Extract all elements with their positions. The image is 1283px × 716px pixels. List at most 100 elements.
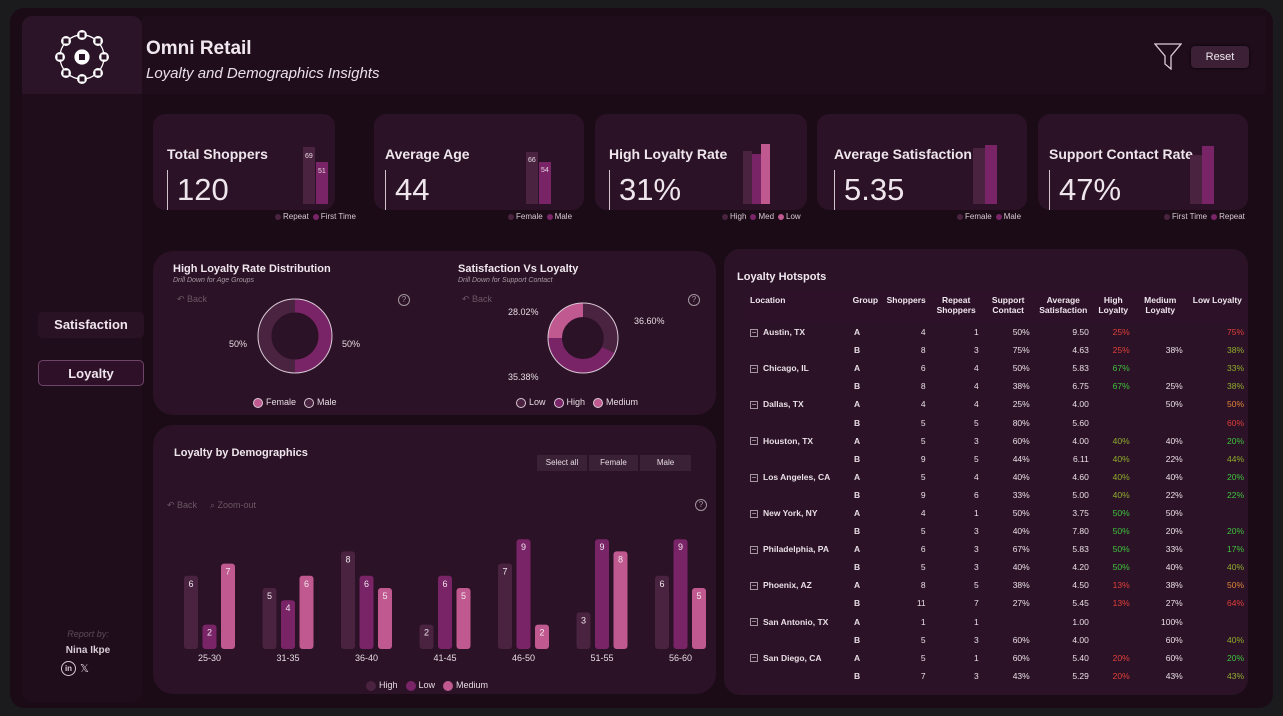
donut1-chart[interactable]: [255, 296, 335, 376]
bar-high-31-35[interactable]: [262, 588, 277, 649]
cell-support: 50%: [1012, 327, 1030, 338]
collapse-icon[interactable]: −: [750, 436, 758, 446]
bar-medium-56-60[interactable]: [692, 588, 706, 649]
table-row[interactable]: B 9 5 44% 6.11 40% 22% 44%: [746, 450, 1248, 468]
bar-low-46-50[interactable]: [516, 539, 531, 649]
cell-location[interactable]: − Philadelphia, PA: [746, 540, 848, 558]
cell-satisfaction: 5.45: [1072, 598, 1089, 609]
table-row[interactable]: − Los Angeles, CA A 5 4 40% 4.60 40% 40% 20%: [746, 468, 1248, 486]
kpi-bar-chart: [1190, 146, 1214, 204]
table-row[interactable]: − Chicago, IL A 6 4 50% 5.83 67% 33%: [746, 359, 1248, 377]
bar-low-41-45[interactable]: [438, 575, 452, 649]
table-row[interactable]: − San Diego, CA A 5 1 60% 5.40 20% 60% 20%: [746, 649, 1248, 667]
col-high-loyalty[interactable]: High Loyalty: [1092, 291, 1134, 323]
table-row[interactable]: − Dallas, TX A 4 4 25% 4.00 50% 50%: [746, 395, 1248, 413]
cell-location[interactable]: − Chicago, IL: [746, 359, 848, 377]
collapse-icon[interactable]: −: [750, 581, 758, 591]
bar-low-25-30[interactable]: [202, 624, 217, 649]
table-row[interactable]: B 5 3 60% 4.00 60% 40%: [746, 631, 1248, 649]
collapse-icon[interactable]: −: [750, 363, 758, 373]
cell-location[interactable]: − Dallas, TX: [746, 395, 848, 413]
col-group[interactable]: Group: [848, 291, 883, 323]
demographics-help-icon[interactable]: ?: [695, 499, 707, 511]
cell-location[interactable]: − San Antonio, TX: [746, 613, 848, 631]
collapse-icon[interactable]: −: [750, 327, 758, 337]
zoom-out-button[interactable]: ⌕ Zoom-out: [210, 500, 257, 510]
collapse-icon[interactable]: −: [750, 472, 758, 482]
bar-high-51-55[interactable]: [576, 612, 591, 649]
nav-loyalty[interactable]: Loyalty: [38, 360, 144, 386]
cell-location[interactable]: − Houston, TX: [746, 432, 848, 450]
cell-location[interactable]: − San Diego, CA: [746, 649, 848, 667]
cell-high: 20%: [1112, 670, 1130, 681]
col-medium-loyalty[interactable]: Medium Loyalty: [1133, 291, 1187, 323]
segment-select-all[interactable]: Select all: [537, 455, 587, 471]
bar-low-51-55[interactable]: [595, 539, 609, 649]
collapse-icon[interactable]: −: [750, 544, 758, 554]
table-row[interactable]: B 8 4 38% 6.75 67% 25% 38%: [746, 377, 1248, 395]
bar-high-41-45[interactable]: [419, 624, 434, 649]
cell-high: 50%: [1112, 562, 1130, 573]
cell-location: [746, 341, 848, 359]
table-row[interactable]: B 8 3 75% 4.63 25% 38% 38%: [746, 341, 1248, 359]
segment-male[interactable]: Male: [640, 455, 691, 471]
demographics-back-button[interactable]: ↶ Back: [167, 500, 198, 510]
donut2-chart[interactable]: [543, 298, 623, 378]
demographics-bar-chart[interactable]: 6 2 7 25-30 5 4 6 31-35 8 6 5 36-40 2 6 5 41-45 7 9 2 46-50…: [153, 515, 716, 665]
cell-location[interactable]: − Los Angeles, CA: [746, 468, 848, 486]
bar-low-31-35[interactable]: [281, 600, 295, 649]
table-row[interactable]: − New York, NY A 4 1 50% 3.75 50% 50%: [746, 504, 1248, 522]
table-row[interactable]: B 5 3 40% 7.80 50% 20% 20%: [746, 522, 1248, 540]
donut1-back-button[interactable]: ↶ Back: [177, 294, 208, 304]
table-row[interactable]: B 9 6 33% 5.00 40% 22% 22%: [746, 486, 1248, 504]
bar-high-46-50[interactable]: [498, 563, 512, 649]
x-twitter-icon[interactable]: 𝕏: [80, 663, 89, 675]
data-label: 6: [304, 579, 309, 589]
linkedin-icon[interactable]: in: [61, 661, 76, 676]
col-location[interactable]: Location: [746, 291, 849, 323]
bar-medium-25-30[interactable]: [221, 563, 235, 649]
bar-low-36-40[interactable]: [359, 575, 374, 649]
table-row[interactable]: − Austin, TX A 4 1 50% 9.50 25% 75%: [746, 323, 1248, 341]
col-shoppers[interactable]: Shoppers: [882, 291, 930, 323]
col-repeat-shoppers[interactable]: Repeat Shoppers: [929, 291, 983, 323]
table-row[interactable]: B 5 5 80% 5.60 60%: [746, 413, 1248, 431]
bar-high-56-60[interactable]: [655, 575, 669, 649]
cell-satisfaction: 5.83: [1072, 544, 1089, 555]
table-row[interactable]: − Phoenix, AZ A 8 5 38% 4.50 13% 38% 50%: [746, 576, 1248, 594]
table-row[interactable]: − Houston, TX A 5 3 60% 4.00 40% 40% 20%: [746, 432, 1248, 450]
bar-low-56-60[interactable]: [673, 539, 688, 649]
cell-location[interactable]: − Austin, TX: [746, 323, 848, 341]
collapse-icon[interactable]: −: [750, 400, 758, 410]
cell-satisfaction: 6.11: [1072, 453, 1089, 464]
donut2-title: Satisfaction Vs Loyalty: [458, 263, 579, 275]
table-row[interactable]: B 7 3 43% 5.29 20% 43% 43%: [746, 667, 1248, 685]
donut1-help-icon[interactable]: ?: [398, 294, 410, 306]
cell-location[interactable]: − Phoenix, AZ: [746, 576, 848, 594]
segment-female[interactable]: Female: [589, 455, 638, 471]
back-arrow-icon: ↶: [167, 500, 178, 510]
table-row[interactable]: B 5 3 40% 4.20 50% 40% 40%: [746, 558, 1248, 576]
bar-high-25-30[interactable]: [184, 575, 198, 649]
filter-icon[interactable]: [1154, 42, 1182, 70]
bar-medium-31-35[interactable]: [299, 575, 314, 649]
nav-satisfaction[interactable]: Satisfaction: [38, 312, 144, 338]
collapse-icon[interactable]: −: [750, 508, 758, 518]
bar-medium-41-45[interactable]: [456, 588, 471, 649]
bar-high-36-40[interactable]: [341, 551, 355, 649]
collapse-icon[interactable]: −: [750, 653, 758, 663]
table-row[interactable]: − San Antonio, TX A 1 1 1.00 100%: [746, 613, 1248, 631]
bar-medium-46-50[interactable]: [535, 624, 549, 649]
donut2-help-icon[interactable]: ?: [688, 294, 700, 306]
reset-button[interactable]: Reset: [1191, 46, 1249, 68]
table-row[interactable]: B 11 7 27% 5.45 13% 27% 64%: [746, 594, 1248, 612]
col-support-contact[interactable]: Support Contact: [982, 291, 1034, 323]
collapse-icon[interactable]: −: [750, 617, 758, 627]
cell-location[interactable]: − New York, NY: [746, 504, 848, 522]
table-row[interactable]: − Philadelphia, PA A 6 3 67% 5.83 50% 33% 17%: [746, 540, 1248, 558]
bar-medium-51-55[interactable]: [613, 551, 628, 649]
bar-medium-36-40[interactable]: [378, 588, 392, 649]
col-low-loyalty[interactable]: Low Loyalty: [1186, 291, 1248, 323]
donut2-back-button[interactable]: ↶ Back: [462, 294, 493, 304]
col-average-satisfaction[interactable]: Average Satisfaction: [1033, 291, 1093, 323]
